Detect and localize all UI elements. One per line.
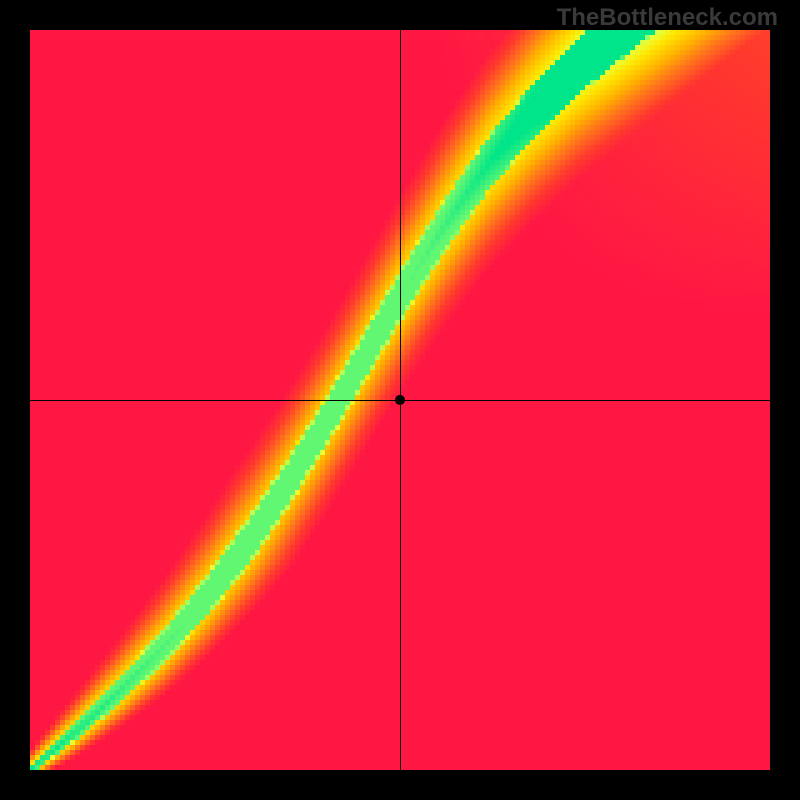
bottleneck-heatmap xyxy=(0,0,800,800)
chart-container: { "watermark": { "text": "TheBottleneck.… xyxy=(0,0,800,800)
watermark-text: TheBottleneck.com xyxy=(557,4,778,32)
